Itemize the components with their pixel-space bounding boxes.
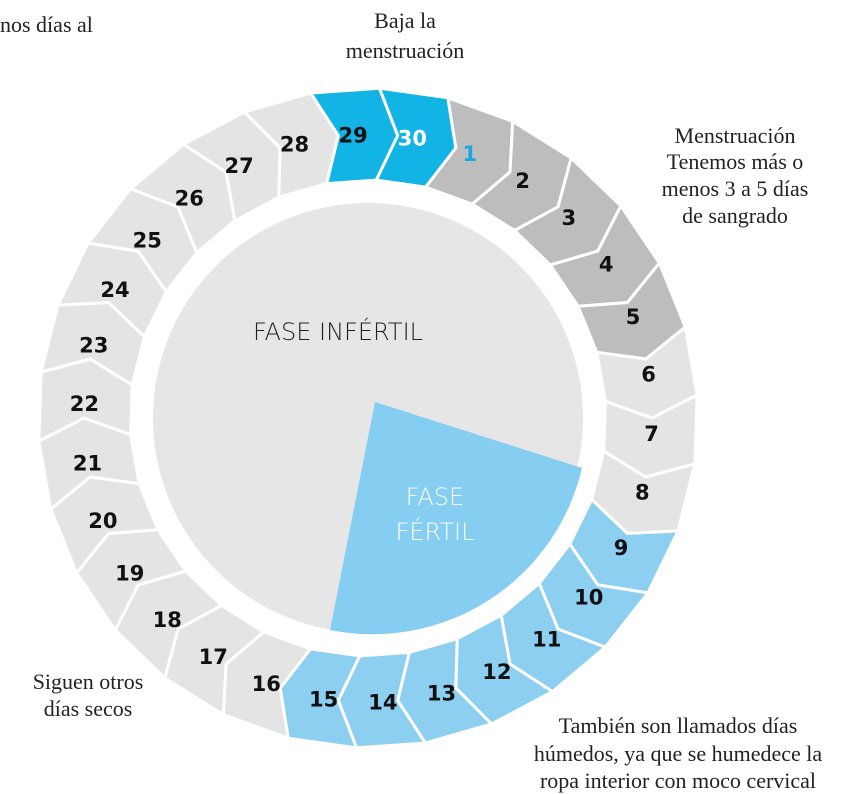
infertile-label: FASE INFÉRTIL: [253, 317, 423, 346]
day-number: 15: [309, 688, 338, 712]
top-label: menstruación: [346, 38, 465, 63]
day-number: 8: [635, 481, 650, 505]
day-number: 30: [398, 127, 427, 151]
day-number: 4: [599, 252, 614, 276]
day-number: 24: [100, 278, 129, 302]
day-segment: [374, 86, 458, 189]
day-number: 25: [133, 228, 162, 252]
day-number: 14: [368, 691, 397, 715]
right-label: de sangrado: [682, 203, 788, 228]
day-number: 10: [574, 586, 603, 610]
right-label: Menstruación: [675, 123, 796, 148]
day-number: 28: [280, 133, 309, 157]
fertile-wedge: [330, 402, 582, 635]
day-number: 5: [626, 305, 641, 329]
day-number: 2: [515, 169, 530, 193]
day-number: 7: [644, 422, 659, 446]
day-number: 27: [224, 154, 253, 178]
day-number: 16: [252, 672, 281, 696]
right-label: Tenemos más o: [667, 149, 804, 174]
day-number: 3: [561, 206, 576, 230]
day-number: 22: [70, 392, 99, 416]
day-number: 20: [88, 509, 117, 533]
day-number: 21: [73, 451, 102, 475]
top-label: Baja la: [374, 8, 436, 33]
right-label: menos 3 a 5 días: [662, 176, 809, 201]
day-number: 23: [79, 334, 108, 358]
day-number: 26: [175, 186, 204, 210]
cropped-text: nos días al: [0, 12, 93, 37]
left-label: Siguen otros: [33, 669, 144, 694]
day-number: 9: [614, 536, 629, 560]
bottom-label: húmedos, ya que se humedece la: [534, 741, 823, 766]
fertile-label: FASE: [406, 483, 464, 511]
day-number: 29: [338, 123, 367, 147]
bottom-label: ropa interior con moco cervical: [540, 768, 816, 793]
day-number: 19: [115, 562, 144, 586]
day-number: 6: [641, 363, 656, 387]
bottom-label: También son llamados días: [559, 713, 798, 738]
fertile-label: FÉRTIL: [395, 517, 474, 546]
day-number: 11: [532, 628, 561, 652]
day-number: 18: [153, 608, 182, 632]
day-ring: 1234567891011121314151617181920212223242…: [37, 86, 699, 750]
day-number: 1: [462, 142, 477, 166]
left-label: días secos: [44, 696, 133, 721]
day-number: 12: [482, 660, 511, 684]
day-number: 13: [427, 681, 456, 705]
day-number: 17: [199, 645, 228, 669]
